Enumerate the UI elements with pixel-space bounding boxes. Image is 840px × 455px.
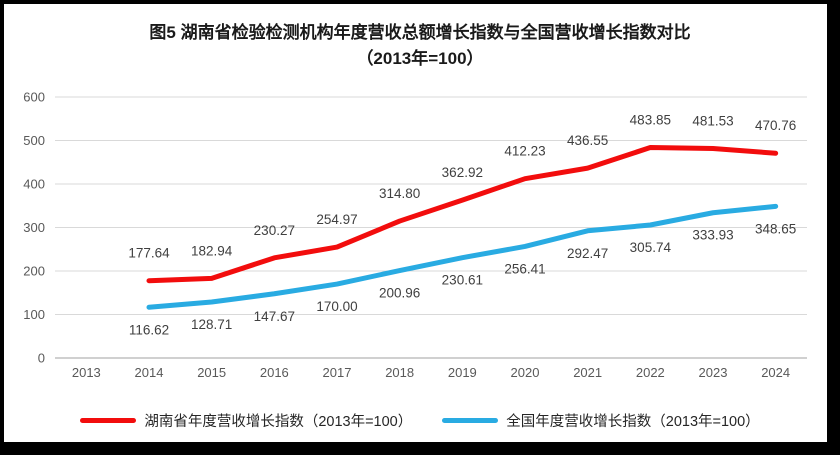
- legend-label-national: 全国年度营收增长指数（2013年=100）: [506, 413, 760, 430]
- data-label: 182.94: [191, 243, 233, 258]
- data-label: 481.53: [692, 114, 733, 129]
- legend-item-hunan: 湖南省年度营收增长指数（2013年=100）: [80, 410, 412, 431]
- data-label: 128.71: [191, 317, 232, 332]
- data-label: 470.76: [755, 118, 796, 133]
- data-label: 254.97: [316, 212, 357, 227]
- data-label: 412.23: [504, 144, 545, 159]
- data-label: 436.55: [567, 133, 608, 148]
- x-tick-label: 2018: [385, 365, 414, 380]
- data-label: 230.61: [442, 273, 483, 288]
- y-tick-label: 400: [23, 177, 45, 192]
- chart-title: 图5 湖南省检验检测机构年度营收总额增长指数与全国营收增长指数对比 （2013年…: [0, 20, 840, 72]
- national-series-line: [146, 203, 779, 310]
- y-tick-label: 0: [38, 351, 45, 366]
- data-label: 305.74: [630, 240, 672, 255]
- x-tick-label: 2022: [636, 365, 665, 380]
- x-tick-label: 2024: [761, 365, 790, 380]
- hunan-series-swatch: [80, 417, 137, 423]
- x-tick-label: 2015: [197, 365, 226, 380]
- data-label: 348.65: [755, 221, 796, 236]
- data-label: 314.80: [379, 186, 420, 201]
- x-tick-label: 2021: [573, 365, 602, 380]
- x-tick-label: 2014: [135, 365, 164, 380]
- y-tick-label: 600: [23, 90, 45, 105]
- data-label: 362.92: [442, 165, 483, 180]
- legend-label-hunan: 湖南省年度营收增长指数（2013年=100）: [144, 413, 413, 430]
- x-tick-label: 2013: [72, 365, 101, 380]
- x-tick-label: 2023: [699, 365, 728, 380]
- x-tick-label: 2016: [260, 365, 289, 380]
- data-label: 147.67: [254, 309, 295, 324]
- y-tick-label: 200: [23, 264, 45, 279]
- national-series-swatch: [442, 417, 499, 423]
- data-label: 292.47: [567, 246, 608, 261]
- x-tick-label: 2020: [511, 365, 540, 380]
- data-label: 256.41: [504, 261, 545, 276]
- data-label: 116.62: [129, 322, 169, 337]
- data-label: 200.96: [379, 286, 420, 301]
- legend-item-national: 全国年度营收增长指数（2013年=100）: [442, 410, 760, 431]
- x-tick-label: 2019: [448, 365, 477, 380]
- hunan-series-line: [146, 145, 779, 284]
- x-tick-label: 2017: [323, 365, 352, 380]
- legend: 湖南省年度营收增长指数（2013年=100） 全国年度营收增长指数（2013年=…: [0, 407, 840, 433]
- y-tick-label: 100: [23, 307, 45, 322]
- chart-title-line1: 图5 湖南省检验检测机构年度营收总额增长指数与全国营收增长指数对比: [149, 23, 691, 42]
- chart-title-line2: （2013年=100）: [356, 49, 484, 68]
- data-label: 170.00: [316, 299, 357, 314]
- y-tick-label: 500: [23, 133, 45, 148]
- data-label: 177.64: [128, 246, 170, 261]
- data-label: 483.85: [630, 113, 671, 128]
- data-label: 333.93: [692, 228, 733, 243]
- y-tick-label: 300: [23, 220, 45, 235]
- data-label: 230.27: [254, 223, 295, 238]
